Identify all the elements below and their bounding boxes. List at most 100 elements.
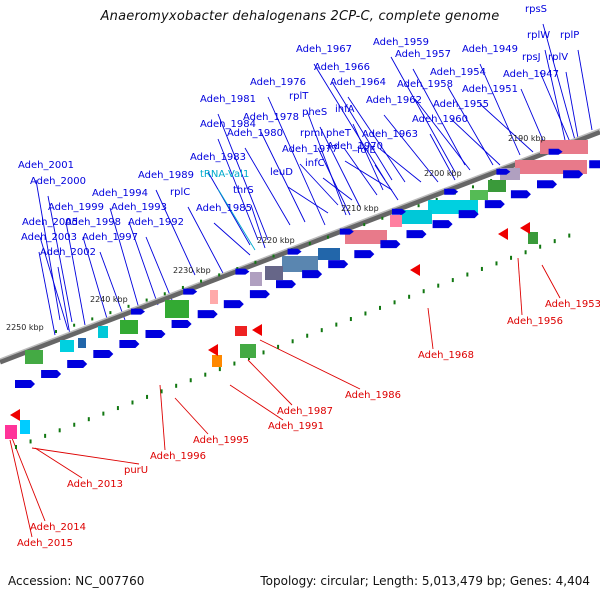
forward-gene-label: Adeh_1967 — [296, 44, 352, 55]
reverse-gene-label: Adeh_1987 — [277, 406, 333, 417]
forward-leader-line — [544, 49, 566, 141]
upper-tick — [381, 216, 384, 220]
gene-arrow — [328, 260, 349, 269]
position-tick — [553, 239, 556, 244]
forward-gene-label: Adeh_1947 — [503, 69, 559, 80]
position-tick — [524, 250, 527, 255]
gene-arrow — [15, 380, 35, 388]
label-leader-lines — [9, 23, 593, 538]
feature-boxes — [5, 140, 588, 439]
forward-gene-label: Adeh_1980 — [227, 128, 283, 139]
feature-box — [212, 355, 222, 367]
forward-gene-label: rplT — [289, 91, 309, 102]
forward-leader-line — [317, 147, 351, 216]
gene-labels: rpsS rplP rplW rpsJ rplV Adeh_1959 Adeh_1949 Ad… — [17, 4, 600, 549]
reverse-gene-label: Adeh_2015 — [17, 538, 73, 549]
gene-arrow — [510, 190, 531, 199]
kbp-marker: 2220 kbp — [257, 236, 295, 245]
reverse-arrow — [252, 324, 262, 336]
position-tick — [175, 383, 178, 388]
forward-gene-label: pheS — [302, 107, 327, 118]
reverse-gene-label: Adeh_2013 — [67, 479, 123, 490]
gene-arrow — [444, 188, 459, 195]
reverse-leader-line — [541, 264, 561, 299]
forward-gene-label: Adeh_1962 — [366, 95, 422, 106]
position-tick — [29, 439, 32, 444]
forward-leader-line — [479, 63, 521, 156]
reverse-gene-label: Adeh_1953 — [545, 299, 600, 310]
forward-gene-label: Adeh_1999 — [48, 202, 104, 213]
forward-leader-line — [414, 98, 471, 171]
forward-gene-label: Adeh_1970 — [327, 141, 383, 152]
forward-gene-label: Adeh_2003 — [21, 232, 77, 243]
reverse-leader-line — [427, 307, 434, 350]
feature-box — [60, 340, 74, 352]
position-tick — [320, 328, 323, 333]
upper-tick — [145, 298, 148, 302]
feature-box — [265, 266, 283, 280]
kbp-marker: 2210 kbp — [341, 204, 379, 213]
reverse-gene-label: Adeh_1995 — [193, 435, 249, 446]
feature-box — [210, 290, 218, 304]
forward-gene-label: Adeh_1978 — [243, 112, 299, 123]
forward-gene-label: Adeh_1959 — [373, 37, 429, 48]
feature-box — [235, 326, 247, 336]
forward-leader-line — [213, 222, 251, 256]
reverse-leader-line — [159, 384, 166, 451]
gene-arrow — [249, 290, 270, 299]
upper-tick — [127, 304, 130, 308]
kbp-marker: 2240 kbp — [90, 295, 128, 304]
feature-box — [25, 350, 43, 364]
forward-gene-label: Adeh_1949 — [462, 44, 518, 55]
upper-tick — [73, 323, 76, 327]
forward-gene-label: Adeh_1957 — [395, 49, 451, 60]
position-tick — [364, 311, 367, 316]
position-tick — [218, 367, 221, 372]
forward-leader-line — [65, 221, 86, 326]
upper-tick — [417, 204, 420, 208]
forward-gene-label: Adeh_1977 — [282, 144, 338, 155]
forward-leader-line — [39, 236, 69, 331]
position-tick — [291, 339, 294, 344]
forward-leader-line — [577, 49, 593, 131]
gene-arrow — [380, 240, 401, 249]
upper-tick — [254, 260, 257, 264]
forward-gene-label: Adeh_1997 — [82, 232, 138, 243]
forward-gene-label: rpsJ — [522, 52, 541, 63]
forward-gene-label: rplP — [560, 30, 579, 41]
gene-arrow — [484, 200, 505, 209]
forward-leader-line — [217, 188, 256, 251]
forward-leader-line — [82, 236, 109, 323]
forward-gene-label: Adeh_2000 — [30, 176, 86, 187]
feature-box — [318, 248, 340, 260]
forward-gene-label: ihfA — [335, 104, 355, 115]
forward-leader-line — [313, 63, 386, 181]
position-tick — [116, 406, 119, 411]
forward-leader-line — [542, 23, 576, 141]
kbp-marker: 2190 kbp — [508, 134, 546, 143]
position-tick — [146, 394, 149, 399]
forward-gene-label: rplC — [170, 187, 190, 198]
forward-gene-label: Adeh_1966 — [314, 62, 370, 73]
gene-arrow — [131, 308, 145, 315]
forward-gene-label: Adeh_1976 — [250, 77, 306, 88]
position-tick — [495, 261, 498, 266]
gene-arrow — [392, 208, 406, 215]
forward-gene-label: Adeh_1984 — [200, 119, 256, 130]
forward-gene-label: Adeh_1994 — [92, 188, 148, 199]
kbp-marker: 2230 kbp — [173, 266, 211, 275]
position-tick — [422, 289, 425, 294]
feature-box — [120, 320, 138, 334]
forward-leader-line — [429, 133, 456, 181]
reverse-leader-line — [229, 384, 284, 421]
forward-leader-line — [145, 236, 173, 301]
position-tick — [15, 445, 17, 449]
reverse-gene-label: Adeh_2014 — [30, 522, 86, 533]
upper-tick — [435, 197, 438, 201]
forward-gene-label: Adeh_1958 — [397, 79, 453, 90]
forward-leader-line — [412, 68, 466, 166]
forward-leader-line — [47, 195, 73, 323]
forward-gene-label: pheT — [326, 128, 352, 139]
gene-arrow — [145, 330, 166, 339]
